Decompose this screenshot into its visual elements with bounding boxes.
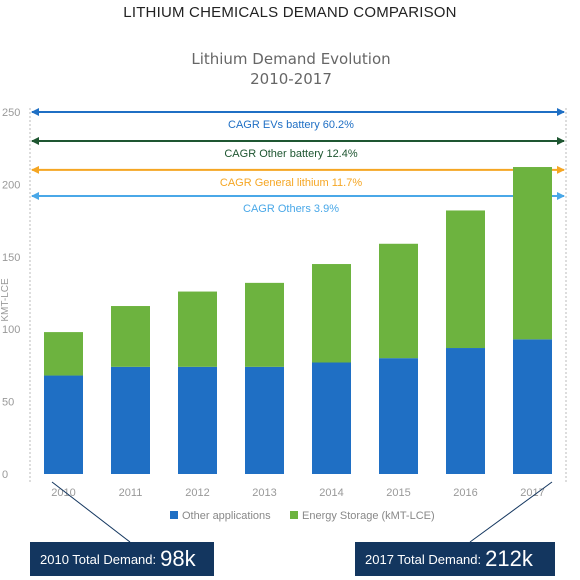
x-tick-label: 2015	[386, 487, 410, 499]
bar-energy-storage	[446, 210, 485, 349]
y-axis-label: KMT-LCE	[0, 278, 11, 322]
bar-other-applications	[379, 358, 418, 474]
bar-other-applications	[446, 348, 485, 474]
bar-other-applications	[245, 366, 284, 474]
connector-2017	[469, 481, 553, 543]
total-demand-2010-value: 98k	[160, 546, 196, 571]
y-tick-label: 150	[2, 252, 20, 264]
bar-energy-storage	[379, 243, 418, 359]
x-tick-label: 2016	[453, 487, 477, 499]
y-tick-label: 250	[2, 107, 20, 119]
bar-energy-storage	[44, 332, 83, 376]
legend-swatch	[170, 511, 178, 519]
y-tick-label: 100	[2, 324, 20, 336]
bar-energy-storage	[111, 306, 150, 367]
legend-swatch	[290, 511, 298, 519]
cagr-label: CAGR Other battery 12.4%	[224, 148, 357, 160]
page-heading: LITHIUM CHEMICALS DEMAND COMPARISON	[123, 4, 457, 21]
total-demand-2017: 2017 Total Demand: 212k	[355, 542, 555, 576]
chart-title: Lithium Demand Evolution	[191, 50, 390, 68]
x-tick-label: 2017	[520, 487, 544, 499]
bar-other-applications	[312, 362, 351, 474]
x-tick-label: 2012	[185, 487, 209, 499]
bar-other-applications	[111, 366, 150, 474]
bar-energy-storage	[513, 167, 552, 340]
x-tick-label: 2013	[252, 487, 276, 499]
bar-energy-storage	[312, 264, 351, 363]
bar-energy-storage	[245, 282, 284, 367]
total-demand-2017-value: 212k	[485, 546, 533, 571]
legend-label: Energy Storage (kMT-LCE)	[302, 510, 435, 522]
y-tick-label: 0	[2, 469, 8, 481]
cagr-label: CAGR EVs battery 60.2%	[228, 119, 354, 131]
cagr-label: CAGR General lithium 11.7%	[220, 177, 362, 189]
bar-other-applications	[44, 375, 83, 474]
cagr-label: CAGR Others 3.9%	[243, 203, 339, 215]
total-demand-2017-label: 2017 Total Demand:	[365, 551, 482, 567]
x-tick-label: 2011	[119, 487, 143, 499]
total-demand-2010: 2010 Total Demand: 98k	[30, 542, 214, 576]
connector-2010	[51, 481, 131, 543]
total-demand-2010-label: 2010 Total Demand:	[40, 551, 157, 567]
legend-label: Other applications	[182, 510, 271, 522]
y-tick-label: 50	[2, 397, 14, 409]
chart-subtitle: 2010-2017	[250, 70, 332, 88]
bar-other-applications	[178, 366, 217, 474]
x-tick-label: 2014	[319, 487, 343, 499]
bar-other-applications	[513, 339, 552, 474]
bar-energy-storage	[178, 291, 217, 367]
y-tick-label: 200	[2, 179, 20, 191]
